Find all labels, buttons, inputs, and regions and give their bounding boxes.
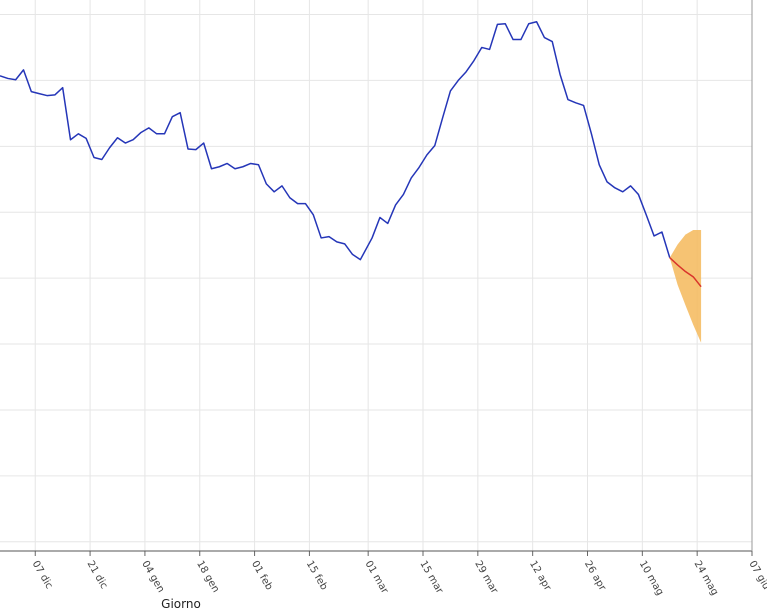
x-tick-label: 12 apr [527,559,553,593]
x-tick-label: 07 dic [30,559,55,591]
x-tick-label: 01 mar [363,559,391,596]
x-tick-label: 01 feb [249,559,274,592]
x-tick-label: 15 mar [417,559,445,596]
x-tick-label: 29 mar [472,559,500,596]
x-tick-label: 21 dic [84,559,109,591]
x-tick-label: 04 gen [139,559,166,595]
line [669,257,702,288]
x-tick-label: 10 mag [637,559,666,598]
x-tick-label: 24 mag [692,559,721,598]
x-tick-label: 26 apr [582,559,608,593]
x-tick-label: 15 feb [304,559,329,592]
x-tick-label: 07 giu [746,559,767,592]
line [0,21,671,261]
x-axis-label: Giorno [161,597,201,611]
x-tick-label: 18 gen [194,559,221,595]
confidence-band [669,230,702,343]
